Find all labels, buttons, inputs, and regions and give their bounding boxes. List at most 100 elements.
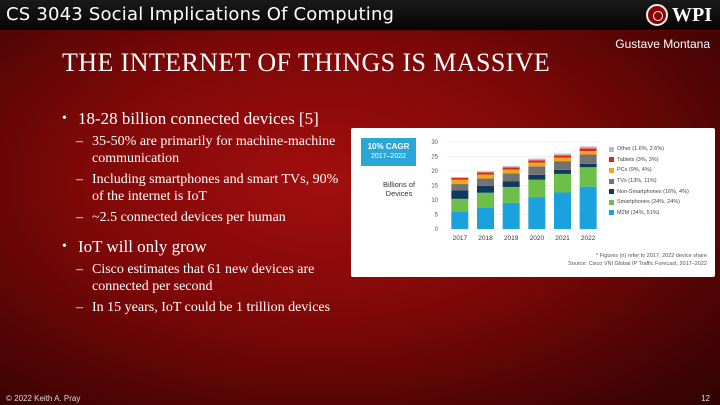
chart-legend: Other (1.6%, 2.6%) Tablets (3%, 3%) PCs (9… (609, 144, 689, 218)
bullet-list: 18-28 billion connected devices [5] 35-5… (62, 108, 347, 320)
legend-label: Non-Smartphones (16%, 4%) (617, 188, 689, 195)
iot-chart-figure: 10% CAGR 2017–2022 Billions of Devices 0… (351, 128, 715, 277)
x-tick-label: 2021 (555, 235, 570, 242)
bar-segment (554, 157, 571, 162)
bar-segment (451, 184, 469, 191)
bar-segment (528, 160, 546, 163)
bar-segment (451, 198, 469, 212)
legend-item: Smartphones (24%, 24%) (609, 197, 689, 208)
y-tick-label: 25 (431, 155, 438, 161)
legend-label: TVs (13%, 11%) (617, 178, 657, 185)
bullet-item: 18-28 billion connected devices [5] (62, 108, 347, 129)
bar-segment (579, 186, 597, 229)
sub-bullet-item: In 15 years, IoT could be 1 trillion dev… (62, 299, 347, 316)
bar-segment (579, 154, 597, 164)
legend-swatch (609, 157, 614, 163)
bar-segment (554, 155, 571, 158)
bar-segment (579, 167, 597, 187)
bar-segment (528, 197, 546, 229)
bar-segment (451, 190, 469, 199)
y-tick-label: 5 (435, 213, 439, 219)
legend-swatch (609, 189, 614, 195)
bar-segment (477, 171, 494, 173)
sub-bullet-item: Cisco estimates that 61 new devices are … (62, 261, 347, 295)
stacked-bar-chart: 0 5 10 15 20 25 30 2017 2018 2019 2020 2021 2022 (431, 140, 601, 242)
y-axis-title: Billions of Devices (382, 180, 416, 198)
author-name: Gustave Montana (615, 37, 710, 51)
x-tick-label: 2018 (478, 235, 493, 242)
legend-item: Tablets (3%, 3%) (609, 155, 689, 166)
legend-label: Other (1.6%, 2.6%) (617, 146, 665, 153)
bar-segment (451, 177, 469, 178)
bar-segment (502, 167, 520, 170)
legend-item: TVs (13%, 11%) (609, 176, 689, 187)
chart-source: Source: Cisco VNI Global IP Traffic Fore… (568, 261, 707, 267)
legend-item: PCs (9%, 4%) (609, 165, 689, 176)
bar-segment (477, 174, 494, 179)
legend-swatch (609, 178, 614, 184)
sub-bullet-item: Including smartphones and smart TVs, 90%… (62, 171, 347, 205)
y-tick-label: 10 (431, 198, 438, 204)
bar-segment (502, 181, 520, 187)
bullet-item: IoT will only grow (62, 236, 347, 257)
bar-segment (528, 166, 546, 175)
header-bar: CS 3043 Social Implications Of Computing… (0, 0, 720, 31)
x-tick-label: 2022 (581, 235, 596, 242)
legend-swatch (609, 146, 614, 152)
legend-swatch (609, 210, 614, 216)
bar-segment (528, 158, 546, 161)
legend-label: Tablets (3%, 3%) (617, 156, 659, 163)
bar-segment (502, 166, 520, 168)
legend-item: M2M (34%, 51%) (609, 208, 689, 219)
y-tick-label: 15 (431, 184, 438, 190)
x-tick-label: 2017 (453, 235, 468, 242)
y-tick-label: 30 (431, 140, 438, 146)
page-number: 12 (701, 394, 710, 403)
bar-segment (477, 178, 494, 186)
x-tick-label: 2019 (504, 235, 519, 242)
bar-segment (554, 153, 571, 156)
logo-text: WPI (672, 3, 712, 26)
bar-segment (528, 162, 546, 167)
bar-segment (579, 163, 597, 168)
wpi-logo: WPI (646, 2, 712, 28)
bar-segment (477, 207, 494, 229)
wpi-seal-icon (646, 4, 668, 26)
legend-swatch (609, 199, 614, 205)
bar-segment (502, 202, 520, 229)
legend-item: Other (1.6%, 2.6%) (609, 144, 689, 155)
bar-segment (554, 169, 571, 174)
bar-segment (528, 174, 546, 180)
legend-label: PCs (9%, 4%) (617, 167, 652, 174)
bar-segment (477, 185, 494, 193)
bar-segment (502, 169, 520, 174)
bar-segment (528, 179, 546, 198)
cagr-value: 10% CAGR (367, 142, 410, 151)
sub-bullet-item: 35-50% are primarily for machine-machine… (62, 133, 347, 167)
legend-swatch (609, 167, 614, 173)
cagr-period: 2017–2022 (370, 153, 407, 160)
x-tick-label: 2020 (530, 235, 545, 242)
sub-bullet-item: ~2.5 connected devices per human (62, 209, 347, 226)
bar-segment (502, 173, 520, 182)
chart-note: * Figures (n) refer to 2017, 2022 device… (596, 253, 707, 259)
bar-segment (451, 177, 469, 180)
y-tick-label: 20 (431, 169, 438, 175)
bar-segment (554, 173, 571, 193)
bar-segment (502, 186, 520, 203)
slide-title: THE INTERNET OF THINGS IS MASSIVE (62, 48, 551, 77)
bar-segment (554, 192, 571, 229)
copyright: © 2022 Keith A. Pray (6, 394, 81, 403)
bar-segment (579, 150, 597, 155)
legend-item: Non-Smartphones (16%, 4%) (609, 186, 689, 197)
course-title: CS 3043 Social Implications Of Computing (6, 4, 395, 25)
bar-segment (451, 211, 469, 229)
cagr-badge: 10% CAGR 2017–2022 (361, 138, 416, 166)
bar-segment (579, 146, 597, 149)
bar-segment (477, 172, 494, 175)
legend-label: Smartphones (24%, 24%) (617, 199, 680, 206)
bar-segment (477, 192, 494, 208)
y-tick-label: 0 (435, 227, 439, 233)
bar-segment (554, 161, 571, 170)
bar-segment (579, 148, 597, 151)
